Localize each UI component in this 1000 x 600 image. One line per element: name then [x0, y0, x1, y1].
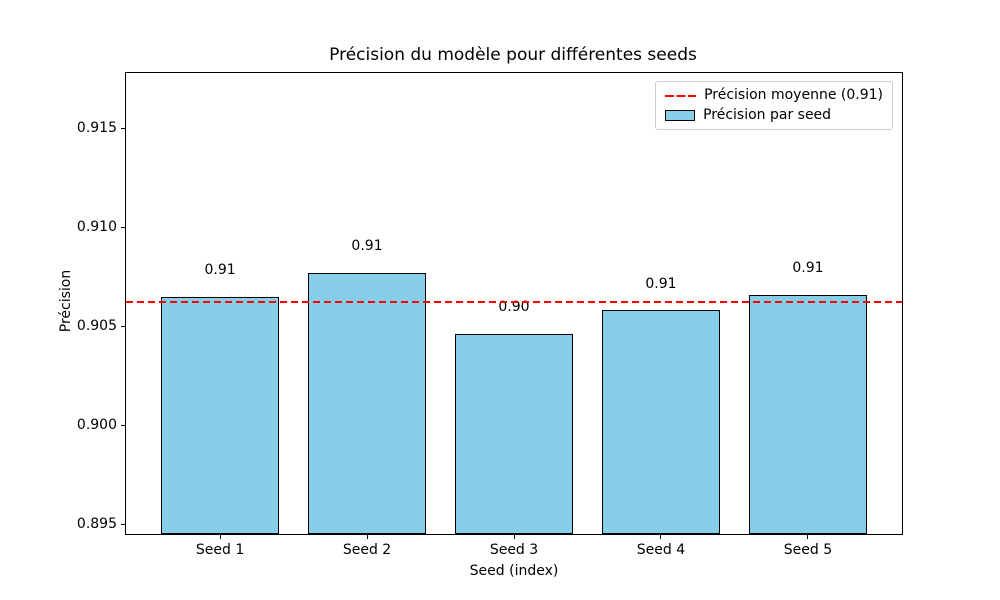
x-axis-label: Seed (index): [469, 563, 559, 579]
dashed-line-icon: [665, 94, 697, 97]
y-tick-label: 0.900: [76, 417, 117, 434]
bar: [602, 310, 720, 534]
bar-value-label: 0.90: [498, 299, 530, 316]
y-tick-label: 0.915: [76, 120, 117, 137]
bar-swatch-icon: [665, 110, 696, 121]
y-tick-label: 0.895: [76, 516, 117, 533]
legend-entry-bars: Précision par seed: [665, 107, 883, 124]
x-tick-label: Seed 1: [195, 542, 245, 558]
mean-precision-line: [126, 300, 902, 303]
y-axis-label: Précision: [58, 269, 74, 333]
legend-label-bars: Précision par seed: [703, 107, 832, 123]
legend-entry-mean-line: Précision moyenne (0.91): [665, 87, 883, 104]
bar-value-label: 0.91: [204, 261, 236, 278]
bar-value-label: 0.91: [645, 275, 677, 292]
x-tick-mark: [807, 535, 809, 539]
x-tick-mark: [513, 535, 515, 539]
bar-value-label: 0.91: [792, 259, 824, 276]
x-tick-label: Seed 2: [342, 542, 392, 558]
x-tick-mark: [660, 535, 662, 539]
x-tick-label: Seed 5: [783, 542, 833, 558]
y-tick-mark: [121, 325, 125, 327]
x-tick-mark: [366, 535, 368, 539]
legend-label-mean: Précision moyenne (0.91): [704, 87, 883, 103]
legend: Précision moyenne (0.91) Précision par s…: [655, 81, 893, 130]
x-tick-label: Seed 4: [636, 542, 686, 558]
y-tick-mark: [121, 127, 125, 129]
bar: [161, 296, 279, 534]
y-tick-mark: [121, 523, 125, 525]
x-tick-mark: [219, 535, 221, 539]
y-tick-label: 0.910: [76, 219, 117, 236]
bar-value-label: 0.91: [351, 238, 383, 255]
plot-area: Précision Seed (index) Précision moyenne…: [58, 72, 903, 579]
y-tick-label: 0.905: [76, 318, 117, 335]
chart-title: Précision du modèle pour différentes see…: [329, 45, 697, 65]
x-tick-label: Seed 3: [489, 542, 539, 558]
bar: [308, 272, 426, 534]
y-tick-mark: [121, 226, 125, 228]
bar: [749, 294, 867, 534]
bar: [455, 334, 573, 534]
y-tick-mark: [121, 424, 125, 426]
